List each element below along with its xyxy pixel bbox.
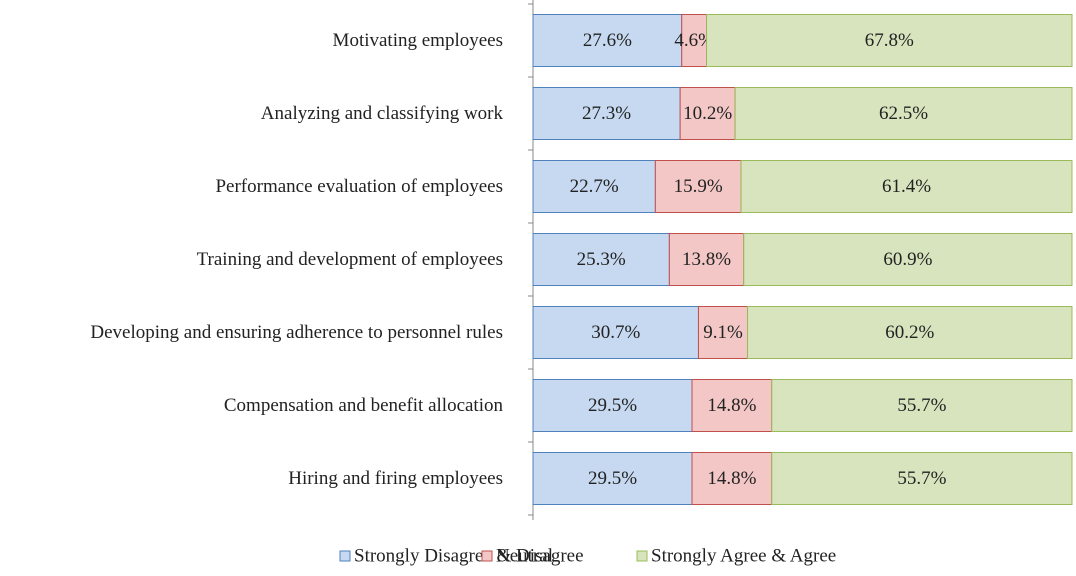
category-text: Developing and ensuring adherence to per…: [90, 321, 503, 343]
bar-segment: [691, 452, 773, 505]
bar-segment: [743, 233, 1073, 286]
category-label: Analyzing and classifying work: [0, 102, 512, 126]
legend-label: Strongly Disagree & Disagree: [354, 545, 584, 566]
bar-segment: [747, 306, 1073, 359]
bar-segment: [654, 160, 742, 213]
category-label: Training and development of employees: [0, 248, 512, 272]
bar-segment: [532, 160, 656, 213]
category-text: Motivating employees: [332, 29, 503, 51]
value-label: 13.8%: [682, 249, 731, 270]
value-label: 10.2%: [683, 103, 732, 124]
bar-segment: [706, 14, 1073, 67]
value-label: 61.4%: [882, 176, 931, 197]
legend-swatch: [481, 550, 493, 562]
value-label: 29.5%: [588, 395, 637, 416]
value-label: 67.8%: [865, 30, 914, 51]
value-label: 14.8%: [707, 395, 756, 416]
value-label: 22.7%: [570, 176, 619, 197]
bar-segment: [740, 160, 1073, 213]
category-label: Motivating employees: [0, 29, 512, 53]
value-label: 9.1%: [703, 322, 743, 343]
bar-segment: [532, 233, 670, 286]
category-label: Developing and ensuring adherence to per…: [0, 321, 512, 345]
category-label: Compensation and benefit allocation: [0, 394, 512, 418]
value-label: 4.6%: [674, 30, 714, 51]
category-text: Training and development of employees: [196, 248, 503, 270]
value-label: 60.9%: [883, 249, 932, 270]
value-label: 55.7%: [897, 468, 946, 489]
category-text: Performance evaluation of employees: [215, 175, 503, 197]
value-label: 25.3%: [577, 249, 626, 270]
bar-segment: [681, 14, 708, 67]
value-label: 55.7%: [897, 395, 946, 416]
value-label: 27.3%: [582, 103, 631, 124]
bar-segment: [697, 306, 749, 359]
value-label: 60.2%: [885, 322, 934, 343]
bar-segment: [771, 379, 1073, 432]
bar-segment: [532, 306, 699, 359]
category-label: Hiring and firing employees: [0, 467, 512, 491]
legend-swatch: [636, 550, 648, 562]
value-label: 27.6%: [583, 30, 632, 51]
bar-segment: [771, 452, 1073, 505]
category-label: Performance evaluation of employees: [0, 175, 512, 199]
legend-label: Strongly Agree & Agree: [651, 545, 836, 566]
category-text: Hiring and firing employees: [288, 467, 503, 489]
bar-segment: [532, 452, 693, 505]
value-label: 29.5%: [588, 468, 637, 489]
bar-segment: [734, 87, 1073, 140]
value-label: 62.5%: [879, 103, 928, 124]
category-text: Compensation and benefit allocation: [223, 394, 503, 416]
bar-segment: [691, 379, 773, 432]
category-text: Analyzing and classifying work: [260, 102, 503, 124]
legend-swatch: [339, 550, 351, 562]
value-label: 14.8%: [707, 468, 756, 489]
legend-label: Neutral: [496, 545, 553, 566]
bar-segment: [532, 379, 693, 432]
value-label: 15.9%: [674, 176, 723, 197]
value-label: 30.7%: [591, 322, 640, 343]
